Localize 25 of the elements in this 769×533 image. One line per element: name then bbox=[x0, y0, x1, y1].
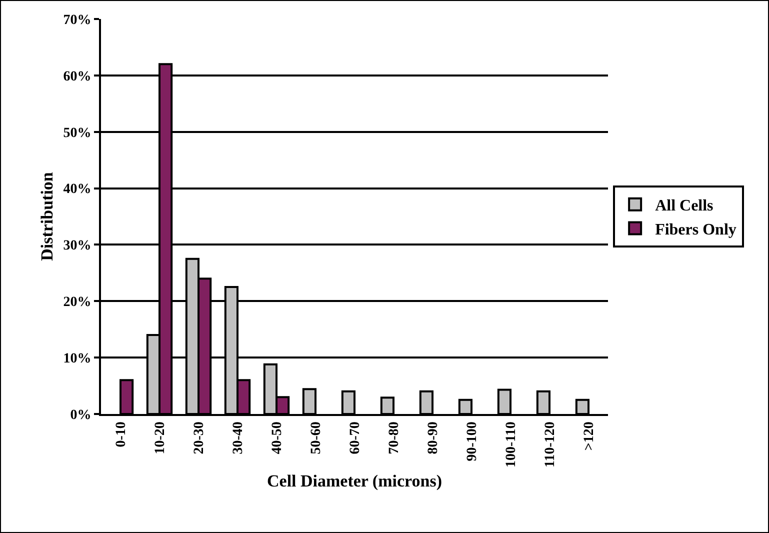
y-tick-label: 10% bbox=[63, 351, 92, 366]
y-axis-title: Distribution bbox=[37, 172, 56, 261]
x-tick-label: 10-20 bbox=[153, 422, 168, 454]
x-tick-label: 70-80 bbox=[387, 422, 402, 454]
y-tick-label: 0% bbox=[70, 408, 92, 423]
x-tick-label: >120 bbox=[582, 422, 598, 451]
x-axis-title: Cell Diameter (microns) bbox=[267, 471, 442, 490]
y-tick-label: 20% bbox=[63, 295, 92, 310]
x-tick-label: 30-40 bbox=[231, 422, 246, 454]
x-tick-label: 110-120 bbox=[543, 422, 558, 468]
x-tick-label: 100-110 bbox=[504, 422, 520, 468]
x-tick-label: 60-70 bbox=[348, 422, 364, 454]
y-tick-label: 40% bbox=[63, 182, 92, 198]
y-tick-label: 70% bbox=[63, 12, 92, 28]
x-tick-label: 80-90 bbox=[426, 422, 442, 454]
legend-label: All Cells bbox=[655, 198, 714, 215]
legend-label: Fibers Only bbox=[655, 221, 736, 238]
x-tick-label: 20-30 bbox=[192, 422, 208, 454]
x-tick-label: 40-50 bbox=[270, 422, 286, 454]
y-tick-label: 60% bbox=[63, 69, 92, 84]
y-tick-label: 30% bbox=[63, 238, 92, 254]
x-tick-label: 50-60 bbox=[309, 422, 324, 454]
x-tick-label: 90-100 bbox=[465, 422, 480, 462]
y-tick-label: 50% bbox=[63, 126, 92, 141]
x-tick-label: 0-10 bbox=[114, 422, 130, 448]
